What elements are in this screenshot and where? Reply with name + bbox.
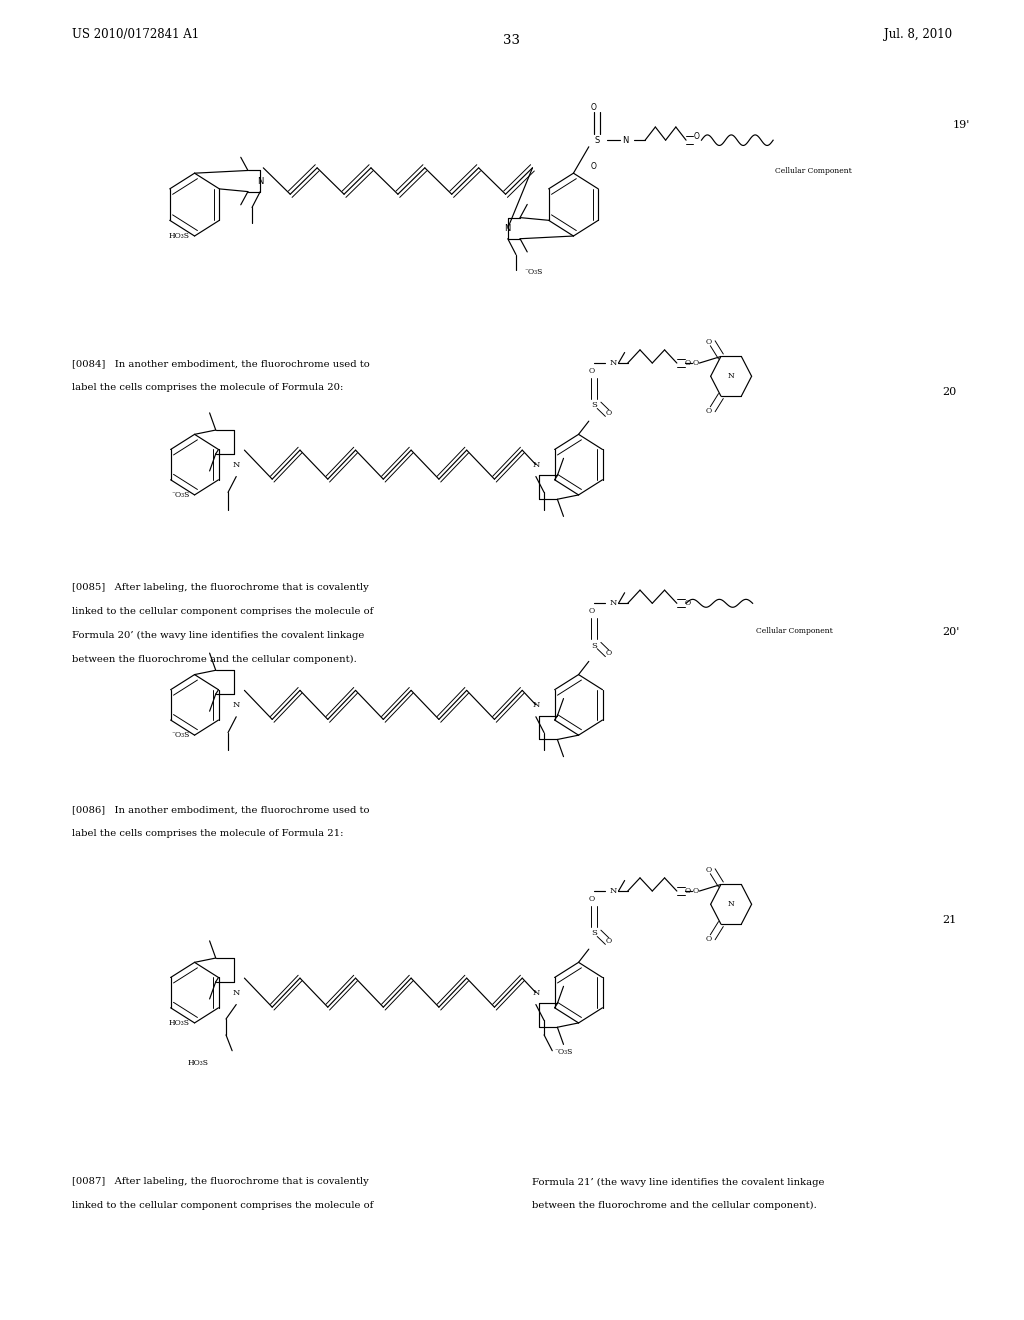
- Text: N: N: [532, 461, 540, 469]
- Text: N: N: [532, 701, 540, 709]
- Text: O: O: [589, 367, 595, 375]
- Text: N: N: [728, 900, 734, 908]
- Text: label the cells comprises the molecule of Formula 20:: label the cells comprises the molecule o…: [72, 383, 343, 392]
- Text: O: O: [706, 407, 712, 414]
- Text: [0085]   After labeling, the fluorochrome that is covalently: [0085] After labeling, the fluorochrome …: [72, 583, 369, 593]
- Text: label the cells comprises the molecule of Formula 21:: label the cells comprises the molecule o…: [72, 829, 343, 838]
- Text: O: O: [685, 887, 691, 895]
- Text: N: N: [728, 372, 734, 380]
- Text: O: O: [706, 338, 712, 346]
- Text: O: O: [591, 103, 597, 112]
- Text: Cellular Component: Cellular Component: [775, 166, 852, 174]
- Text: ⁻O₃S: ⁻O₃S: [554, 1048, 572, 1056]
- Text: linked to the cellular component comprises the molecule of: linked to the cellular component compris…: [72, 607, 373, 616]
- Text: Cellular Component: Cellular Component: [756, 627, 833, 635]
- Text: between the fluorochrome and the cellular component).: between the fluorochrome and the cellula…: [72, 655, 356, 664]
- Text: ⁻O₃S: ⁻O₃S: [524, 268, 543, 276]
- Text: O: O: [706, 935, 712, 942]
- Text: N: N: [609, 359, 616, 367]
- Text: O: O: [589, 607, 595, 615]
- Text: N: N: [232, 989, 240, 997]
- Text: O: O: [706, 866, 712, 874]
- Text: 33: 33: [504, 34, 520, 48]
- Text: US 2010/0172841 A1: US 2010/0172841 A1: [72, 28, 199, 41]
- Text: 21: 21: [942, 915, 956, 925]
- Text: O: O: [605, 409, 611, 417]
- Text: Jul. 8, 2010: Jul. 8, 2010: [884, 28, 952, 41]
- Text: ⁻O₃S: ⁻O₃S: [171, 731, 189, 739]
- Text: linked to the cellular component comprises the molecule of: linked to the cellular component compris…: [72, 1201, 373, 1210]
- Text: O: O: [605, 937, 611, 945]
- Text: ⁻O₃S: ⁻O₃S: [171, 491, 189, 499]
- Text: O: O: [693, 132, 699, 141]
- Text: HO₃S: HO₃S: [168, 232, 189, 240]
- Text: S: S: [591, 929, 597, 937]
- Text: Formula 21’ (the wavy line identifies the covalent linkage: Formula 21’ (the wavy line identifies th…: [532, 1177, 825, 1187]
- Text: 19': 19': [952, 120, 970, 131]
- Text: S: S: [591, 642, 597, 649]
- Text: N: N: [609, 599, 616, 607]
- Text: O: O: [591, 162, 597, 172]
- Text: between the fluorochrome and the cellular component).: between the fluorochrome and the cellula…: [532, 1201, 817, 1210]
- Text: [0084]   In another embodiment, the fluorochrome used to: [0084] In another embodiment, the fluoro…: [72, 359, 370, 368]
- Text: N: N: [257, 177, 263, 186]
- Text: O: O: [685, 359, 691, 367]
- Text: N: N: [232, 461, 240, 469]
- Text: O: O: [685, 599, 691, 607]
- Text: S: S: [591, 401, 597, 409]
- Text: N: N: [532, 989, 540, 997]
- Text: O: O: [589, 895, 595, 903]
- Text: N: N: [609, 887, 616, 895]
- Text: O: O: [605, 649, 611, 657]
- Text: 20: 20: [942, 387, 956, 397]
- Text: [0087]   After labeling, the fluorochrome that is covalently: [0087] After labeling, the fluorochrome …: [72, 1177, 369, 1187]
- Text: Formula 20’ (the wavy line identifies the covalent linkage: Formula 20’ (the wavy line identifies th…: [72, 631, 365, 640]
- Text: N: N: [232, 701, 240, 709]
- Text: S: S: [594, 136, 600, 145]
- Text: N: N: [623, 136, 629, 145]
- Text: O: O: [692, 887, 698, 895]
- Text: 20': 20': [942, 627, 959, 638]
- Text: HO₃S: HO₃S: [168, 1019, 189, 1027]
- Text: N: N: [505, 223, 511, 232]
- Text: HO₃S: HO₃S: [187, 1059, 209, 1067]
- Text: O: O: [692, 359, 698, 367]
- Text: [0086]   In another embodiment, the fluorochrome used to: [0086] In another embodiment, the fluoro…: [72, 805, 370, 814]
